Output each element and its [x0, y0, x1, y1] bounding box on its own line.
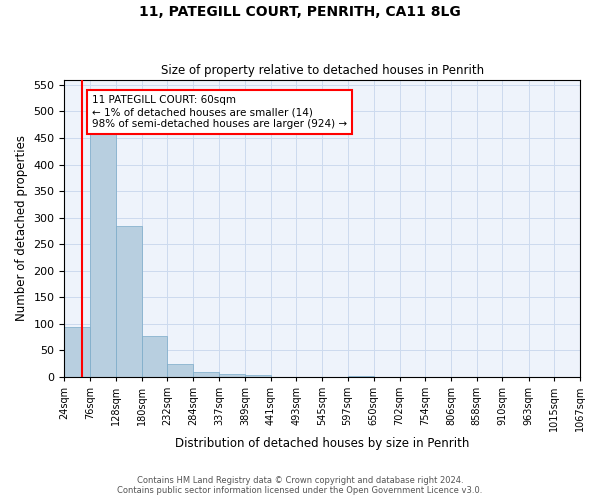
Bar: [116, 226, 142, 377]
X-axis label: Distribution of detached houses by size in Penrith: Distribution of detached houses by size …: [175, 437, 469, 450]
Bar: [167, 364, 193, 377]
Bar: [219, 374, 245, 377]
Bar: [64, 326, 90, 377]
Text: 11 PATEGILL COURT: 60sqm
← 1% of detached houses are smaller (14)
98% of semi-de: 11 PATEGILL COURT: 60sqm ← 1% of detache…: [92, 96, 347, 128]
Bar: [90, 132, 116, 377]
Bar: [193, 372, 219, 377]
Bar: [142, 336, 167, 377]
Y-axis label: Number of detached properties: Number of detached properties: [15, 136, 28, 322]
Bar: [245, 376, 271, 377]
Title: Size of property relative to detached houses in Penrith: Size of property relative to detached ho…: [161, 64, 484, 77]
Text: 11, PATEGILL COURT, PENRITH, CA11 8LG: 11, PATEGILL COURT, PENRITH, CA11 8LG: [139, 5, 461, 19]
Bar: [347, 376, 374, 377]
Text: Contains HM Land Registry data © Crown copyright and database right 2024.
Contai: Contains HM Land Registry data © Crown c…: [118, 476, 482, 495]
